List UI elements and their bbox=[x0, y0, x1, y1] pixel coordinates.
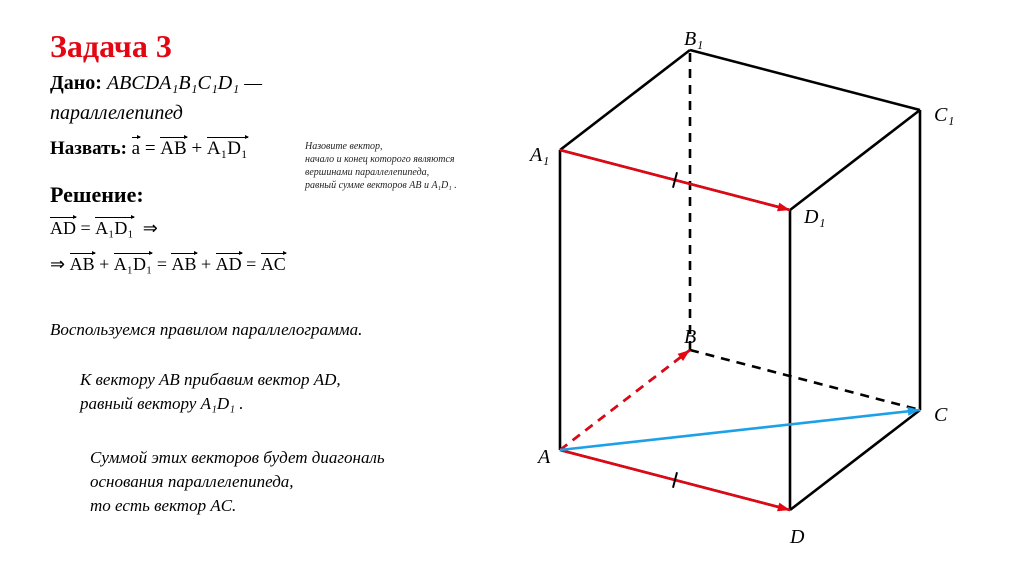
vec-a: a bbox=[132, 138, 140, 160]
vec-a1d1: A₁D₁ bbox=[207, 138, 248, 160]
vertex-label-C1: C₁ bbox=[934, 104, 954, 127]
given-line-2: параллелепипед bbox=[50, 102, 183, 125]
solution-step-2: ⇒ AB + A₁D₁ = AB + AD = AC bbox=[50, 254, 286, 275]
note-2a: К вектору AB прибавим вектор AD, bbox=[80, 370, 341, 390]
plus-sign: + bbox=[99, 254, 114, 274]
vec-ad: AD bbox=[216, 254, 242, 275]
note-2b: равный вектору A₁D₁ . bbox=[80, 394, 244, 414]
given-label: Дано: bbox=[50, 72, 102, 94]
vertex-label-D1: D₁ bbox=[804, 206, 825, 229]
note-3c: то есть вектор AC. bbox=[90, 496, 236, 516]
task-line: Назвать: a = AB + A₁D₁ bbox=[50, 138, 248, 160]
vec-a1d1: A₁D₁ bbox=[114, 254, 153, 275]
hint-l3: вершинами параллелепипеда, bbox=[305, 166, 457, 179]
given-line: Дано: ABCDA₁B₁C₁D₁ — bbox=[50, 72, 262, 95]
parallelepiped-diagram: A B C D A₁ B₁ C₁ D₁ bbox=[490, 20, 1010, 565]
equals-sign: = bbox=[157, 254, 172, 274]
vertex-label-B1: B₁ bbox=[684, 28, 703, 51]
note-3b: основания параллелепипеда, bbox=[90, 472, 294, 492]
implies-sign: ⇒ bbox=[50, 254, 70, 274]
vertex-label-D: D bbox=[790, 526, 804, 549]
plus-sign: + bbox=[191, 138, 206, 159]
implies-sign: ⇒ bbox=[138, 218, 158, 238]
name-label: Назвать: bbox=[50, 138, 127, 159]
vec-ad: AD bbox=[50, 218, 76, 239]
equals-sign: = bbox=[246, 254, 261, 274]
vertex-label-B: B bbox=[684, 326, 696, 349]
solution-step-1: AD = A₁D₁ ⇒ bbox=[50, 218, 158, 239]
plus-sign: + bbox=[201, 254, 216, 274]
vec-a1d1: A₁D₁ bbox=[95, 218, 134, 239]
vec-ab: AB bbox=[171, 254, 196, 275]
vertex-label-A1: A₁ bbox=[530, 144, 549, 167]
equals-sign: = bbox=[145, 138, 160, 159]
hint-l4: равный сумме векторов AB и A₁D₁ . bbox=[305, 179, 457, 192]
problem-title: Задача 3 bbox=[50, 28, 172, 65]
vec-ac: AC bbox=[261, 254, 286, 275]
equals-sign: = bbox=[81, 218, 96, 238]
hint-l2: начало и конец которого являются bbox=[305, 153, 457, 166]
solution-label: Решение: bbox=[50, 182, 144, 208]
vertex-label-A: A bbox=[538, 446, 550, 469]
given-body: ABCDA₁B₁C₁D₁ — bbox=[107, 72, 262, 94]
hint-l1: Назовите вектор, bbox=[305, 140, 457, 153]
vec-ab: AB bbox=[160, 138, 186, 160]
vertex-label-C: C bbox=[934, 404, 947, 427]
note-1: Воспользуемся правилом параллелограмма. bbox=[50, 320, 362, 340]
note-3a: Суммой этих векторов будет диагональ bbox=[90, 448, 385, 468]
hint-text: Назовите вектор, начало и конец которого… bbox=[305, 140, 457, 192]
vec-ab: AB bbox=[70, 254, 95, 275]
